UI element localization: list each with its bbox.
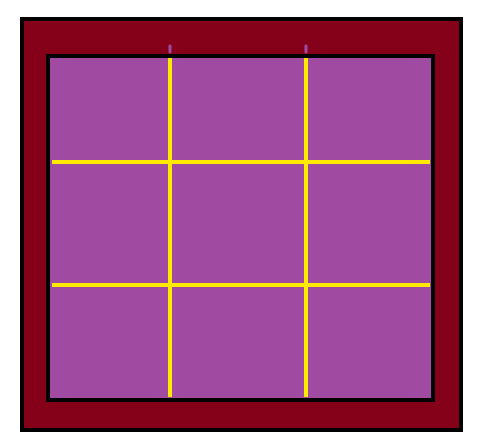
board-cell-r2-c2[interactable] [170, 162, 306, 285]
board-cell-r3-c2[interactable] [170, 285, 306, 398]
board-grid-lines [52, 58, 430, 397]
board-cell-r3-c1[interactable] [50, 285, 170, 398]
board-playfield [46, 54, 435, 402]
board-cell-r2-c3[interactable] [306, 162, 431, 285]
board-tick-marks [168, 44, 308, 54]
board-cell-r3-c3[interactable] [306, 285, 431, 398]
board-cell-r1-c1[interactable] [50, 58, 170, 162]
board-cell-r2-c1[interactable] [50, 162, 170, 285]
board-cell-r1-c2[interactable] [170, 58, 306, 162]
board-cell-r1-c3[interactable] [306, 58, 431, 162]
board-cells [50, 58, 431, 398]
